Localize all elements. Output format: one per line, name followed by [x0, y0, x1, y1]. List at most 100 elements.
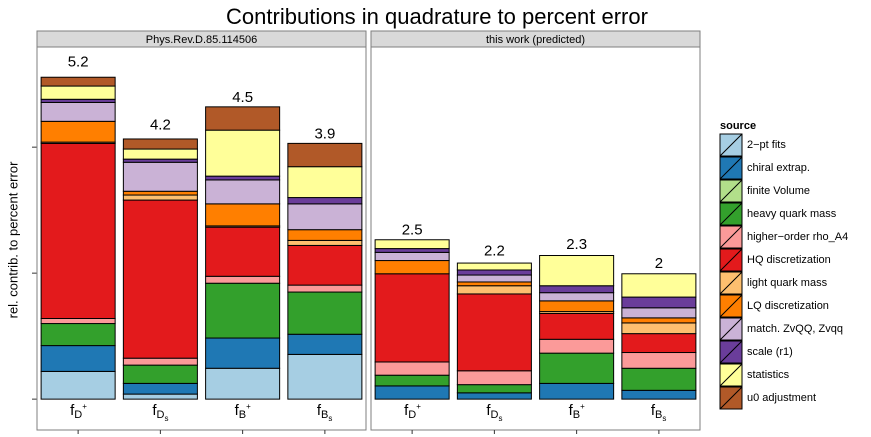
total-label: 2.3: [566, 236, 587, 253]
x-label-sup: +: [580, 402, 585, 411]
legend-title: source: [720, 120, 756, 132]
x-label-sub: D: [157, 409, 165, 421]
x-label-sub: B: [573, 409, 580, 421]
bar-segment: [40, 120, 116, 143]
x-label-sub: D: [74, 409, 82, 421]
x-label-subsub: s: [328, 414, 332, 423]
x-label-sub: B: [655, 409, 662, 421]
bar-segment: [539, 292, 615, 302]
legend-key-slash: [719, 271, 743, 295]
bar-segment: [287, 291, 363, 335]
bar-segment: [456, 392, 532, 400]
bar-segment: [122, 382, 198, 395]
bar-segment: [122, 161, 198, 192]
facet-strip: [370, 30, 701, 48]
bar-segment: [456, 274, 532, 283]
x-tick-label: fB+: [569, 402, 586, 421]
x-tick-label: fDs: [152, 402, 168, 423]
total-label: 5.2: [68, 54, 89, 71]
bar-segment: [287, 142, 363, 168]
bar-segment: [287, 166, 363, 199]
bar-segment: [205, 282, 281, 339]
x-label-main: f: [569, 402, 574, 419]
bar-segment: [539, 300, 615, 313]
bar-segment: [621, 307, 697, 319]
bar-segment: [539, 338, 615, 354]
bar-segment: [374, 260, 450, 275]
bar-segment: [621, 322, 697, 335]
facet-title: this work (predicted): [486, 34, 585, 46]
bar-segment: [621, 333, 697, 354]
bar-segment: [122, 148, 198, 160]
bar-segment: [40, 76, 116, 87]
bar-segment: [122, 190, 198, 196]
bar-segment: [40, 318, 116, 325]
x-tick-label: fD+: [70, 402, 87, 421]
legend-key-slash: [719, 340, 743, 364]
legend-key-slash: [719, 179, 743, 203]
x-label-main: f: [235, 402, 240, 419]
legend-label: scale (r1): [747, 346, 793, 358]
bar-segment: [40, 85, 116, 100]
total-label: 2.2: [484, 243, 505, 260]
x-label-main: f: [152, 402, 157, 419]
legend-label: u0 adjustment: [747, 392, 816, 404]
bar-segment: [122, 138, 198, 150]
bar-segment: [287, 333, 363, 355]
legend-label: light quark mass: [747, 277, 828, 289]
bar-segment: [287, 284, 363, 293]
bar-segment: [539, 312, 615, 340]
bar-segment: [40, 101, 116, 122]
chart-title: Contributions in quadrature to percent e…: [226, 4, 648, 29]
legend-label: heavy quark mass: [747, 208, 837, 220]
bar-segment: [287, 229, 363, 241]
bar-segment: [456, 293, 532, 372]
bar-segment: [374, 374, 450, 387]
bar-segment: [621, 296, 697, 309]
bar-segment: [40, 345, 116, 372]
x-label-sup: +: [246, 402, 251, 411]
x-label-main: f: [70, 402, 75, 419]
bar-segment: [40, 323, 116, 347]
bar-segment: [287, 244, 363, 286]
bar-segment: [40, 370, 116, 400]
legend-label: chiral extrap.: [747, 162, 810, 174]
bar-segment: [374, 251, 450, 262]
legend-key-slash: [719, 202, 743, 226]
bar-segment: [374, 239, 450, 250]
bar-segment: [205, 129, 281, 177]
bar-segment: [205, 175, 281, 181]
bar-segment: [40, 142, 116, 320]
x-label-subsub: s: [499, 414, 503, 423]
bar-segment: [456, 281, 532, 287]
bar-segment: [621, 389, 697, 400]
bar-segment: [122, 199, 198, 359]
legend-label: HQ discretization: [747, 254, 831, 266]
x-label-subsub: s: [662, 414, 666, 423]
y-axis-label: rel. contrib. to percent error: [5, 161, 20, 318]
bar-segment: [621, 367, 697, 391]
x-label-sup: +: [416, 402, 421, 411]
x-label-sub: B: [239, 409, 246, 421]
legend-key-slash: [719, 294, 743, 318]
x-label-sub: D: [408, 409, 416, 421]
total-label: 3.9: [314, 125, 335, 142]
bar-segment: [205, 106, 281, 131]
legend-label: statistics: [747, 369, 790, 381]
bar-segment: [621, 352, 697, 369]
bar-segment: [205, 275, 281, 284]
bar-segment: [456, 285, 532, 295]
bar-segment: [621, 273, 697, 298]
legend-key-slash: [719, 133, 743, 157]
x-label-main: f: [486, 402, 491, 419]
bar-segment: [456, 269, 532, 276]
bar-segment: [287, 353, 363, 400]
facet-title: Phys.Rev.D.85.114506: [146, 34, 258, 46]
total-label: 2: [655, 255, 663, 272]
legend-key-slash: [719, 317, 743, 341]
legend-key-slash: [719, 225, 743, 249]
bar-segment: [374, 248, 450, 253]
total-label: 4.2: [150, 117, 171, 134]
bar-segment: [205, 337, 281, 369]
bar-segment: [539, 285, 615, 294]
